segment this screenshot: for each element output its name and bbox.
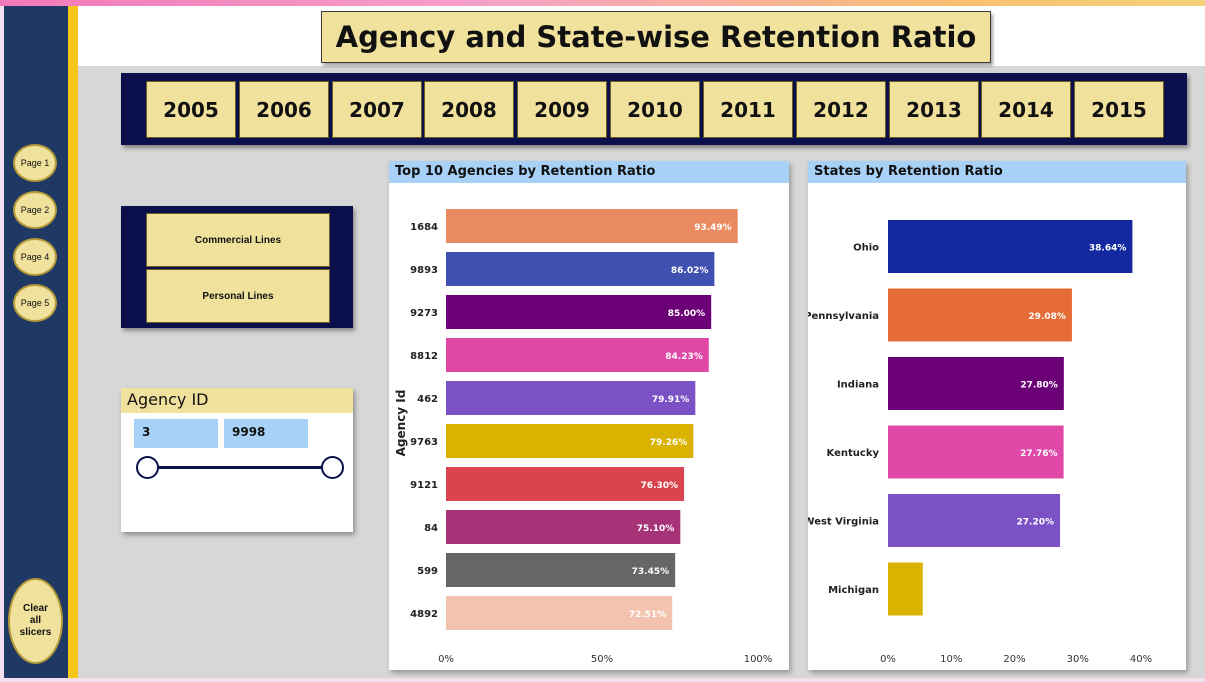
year-2011-button[interactable]: 2011 xyxy=(703,81,793,138)
bar xyxy=(446,596,673,630)
sidebar-accent xyxy=(68,6,78,678)
data-label: 72.51% xyxy=(629,610,667,620)
year-2009-button[interactable]: 2009 xyxy=(517,81,607,138)
x-tick-label: 0% xyxy=(880,654,896,665)
clear-all-slicers-button[interactable]: Clear all slicers xyxy=(8,578,63,664)
bar xyxy=(446,295,712,329)
x-tick-label: 100% xyxy=(744,654,773,665)
category-label: 84 xyxy=(424,523,438,534)
nav-page-2-button[interactable]: Page 2 xyxy=(13,191,57,229)
agency-retention-chart: 1684 93.49% 9893 86.02% 9273 85.00% 8812 84.23%… xyxy=(394,209,773,665)
year-2007-button[interactable]: 2007 xyxy=(332,81,422,138)
data-label: 27.80% xyxy=(1020,381,1058,391)
category-label: 9273 xyxy=(410,308,438,319)
bar xyxy=(446,338,709,372)
category-label: 8812 xyxy=(410,351,438,362)
top-accent-strip xyxy=(0,0,1205,6)
data-label: 79.91% xyxy=(652,395,690,405)
category-label: 1684 xyxy=(410,222,438,233)
year-2014-button[interactable]: 2014 xyxy=(981,81,1071,138)
bar xyxy=(446,424,694,458)
state-chart-card: States by Retention Ratio Ohio 38.64% Penn… xyxy=(808,161,1186,670)
year-2006-button[interactable]: 2006 xyxy=(239,81,329,138)
bar xyxy=(888,357,1064,410)
data-label: 27.20% xyxy=(1017,518,1055,528)
x-tick-label: 40% xyxy=(1130,654,1152,665)
x-tick-label: 0% xyxy=(438,654,454,665)
bar xyxy=(888,494,1061,547)
data-label: 85.00% xyxy=(668,309,706,319)
data-label: 27.76% xyxy=(1020,449,1058,459)
year-2012-button[interactable]: 2012 xyxy=(796,81,886,138)
x-tick-label: 10% xyxy=(940,654,962,665)
data-label: 76.30% xyxy=(641,481,679,491)
bar xyxy=(888,425,1064,479)
agency-id-min-handle[interactable] xyxy=(136,456,159,479)
agency-id-max-handle[interactable] xyxy=(321,456,344,479)
agency-id-slicer: Agency ID 3 9998 xyxy=(121,388,353,532)
bar xyxy=(446,381,696,415)
bar xyxy=(888,562,923,616)
nav-sidebar xyxy=(4,6,68,678)
agency-id-range-track xyxy=(147,466,333,469)
state-chart-title: States by Retention Ratio xyxy=(808,161,1186,183)
x-tick-label: 20% xyxy=(1003,654,1025,665)
year-slicer: 2005 2006 2007 2008 2009 2010 2011 2012 … xyxy=(121,73,1187,145)
category-label: 462 xyxy=(417,394,438,405)
bar xyxy=(446,510,681,544)
agency-id-max-input[interactable]: 9998 xyxy=(224,419,308,448)
bar xyxy=(888,288,1072,342)
category-label: 9121 xyxy=(410,480,438,491)
year-2013-button[interactable]: 2013 xyxy=(889,81,979,138)
category-label: Ohio xyxy=(853,243,879,254)
page-title: Agency and State-wise Retention Ratio xyxy=(321,11,991,63)
agency-chart-title: Top 10 Agencies by Retention Ratio xyxy=(389,161,789,183)
data-label: 79.26% xyxy=(650,438,688,448)
y-axis-title: Agency Id xyxy=(394,390,408,457)
bar xyxy=(888,220,1133,273)
nav-page-5-button[interactable]: Page 5 xyxy=(13,284,57,322)
category-label: Michigan xyxy=(828,585,879,596)
nav-page-1-button[interactable]: Page 1 xyxy=(13,144,57,182)
agency-chart-card: Top 10 Agencies by Retention Ratio 1684 9… xyxy=(389,161,789,670)
data-label: 73.45% xyxy=(632,567,670,577)
data-label: 93.49% xyxy=(694,223,732,233)
category-label: Indiana xyxy=(837,380,879,391)
category-label: 599 xyxy=(417,566,438,577)
personal-lines-button[interactable]: Personal Lines xyxy=(146,269,330,323)
commercial-lines-button[interactable]: Commercial Lines xyxy=(146,213,330,267)
category-label: Pennsylvania xyxy=(808,311,879,322)
data-label: 75.10% xyxy=(637,524,675,534)
year-2008-button[interactable]: 2008 xyxy=(424,81,514,138)
x-tick-label: 50% xyxy=(591,654,613,665)
bar xyxy=(446,553,676,587)
category-label: 9893 xyxy=(410,265,438,276)
line-type-slicer: Commercial Lines Personal Lines xyxy=(121,206,353,328)
year-2015-button[interactable]: 2015 xyxy=(1074,81,1164,138)
data-label: 38.64% xyxy=(1089,244,1127,254)
state-retention-chart: Ohio 38.64% Pennsylvania 29.08% Indiana 27.80… xyxy=(808,220,1152,665)
bar xyxy=(446,209,738,243)
category-label: West Virginia xyxy=(808,517,879,528)
nav-page-4-button[interactable]: Page 4 xyxy=(13,238,57,276)
category-label: 9763 xyxy=(410,437,438,448)
data-label: 86.02% xyxy=(671,266,709,276)
x-tick-label: 30% xyxy=(1067,654,1089,665)
category-label: 4892 xyxy=(410,609,438,620)
bar xyxy=(446,467,685,501)
category-label: Kentucky xyxy=(827,448,880,459)
data-label: 84.23% xyxy=(665,352,703,362)
year-2010-button[interactable]: 2010 xyxy=(610,81,700,138)
agency-id-min-input[interactable]: 3 xyxy=(134,419,218,448)
agency-id-slicer-title: Agency ID xyxy=(121,388,353,413)
bar xyxy=(446,252,715,286)
data-label: 29.08% xyxy=(1028,312,1066,322)
year-2005-button[interactable]: 2005 xyxy=(146,81,236,138)
